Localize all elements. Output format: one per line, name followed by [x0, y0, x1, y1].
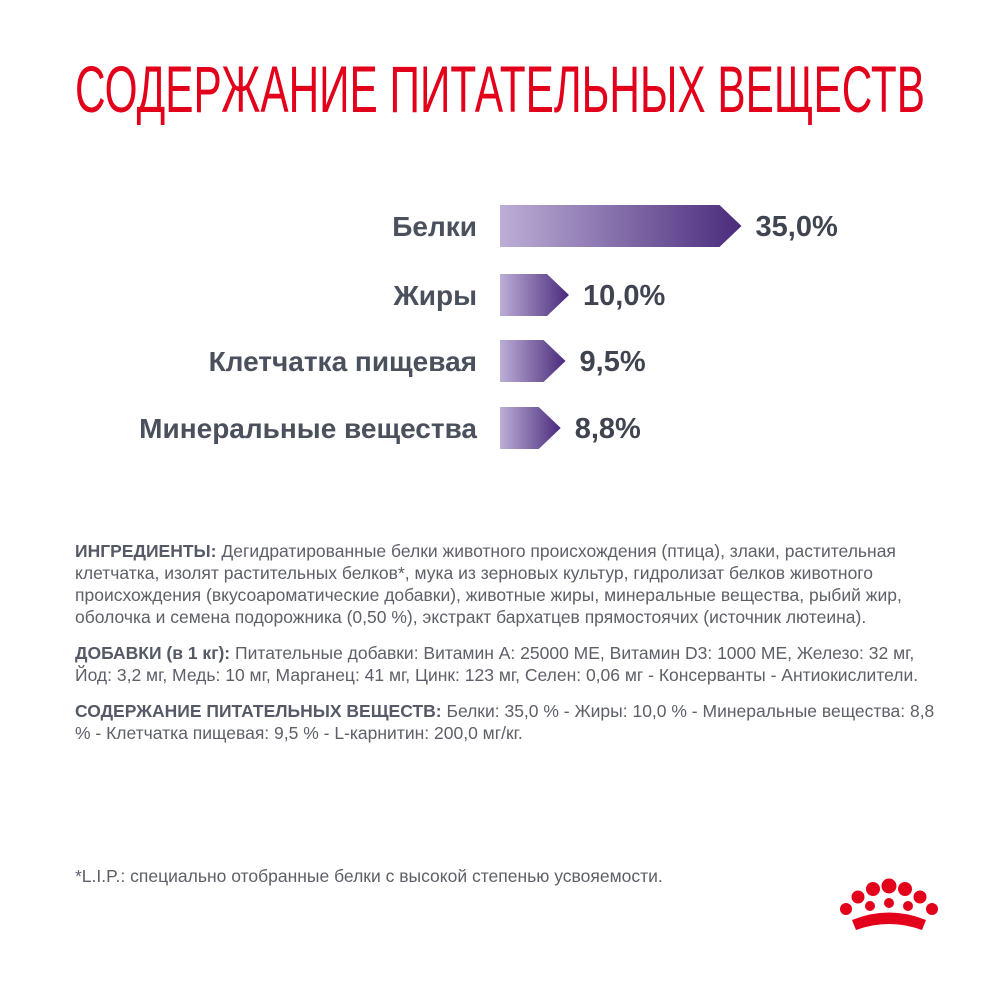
bar — [500, 274, 569, 316]
chart-title: СОДЕРЖАНИЕ ПИТАТЕЛЬНЫХ ВЕЩЕСТВ — [75, 52, 925, 126]
value-label: 10,0% — [583, 280, 665, 312]
value-label: 9,5% — [580, 346, 646, 378]
section-label: ИНГРЕДИЕНТЫ: — [75, 541, 217, 561]
section-text: Дегидратированные белки животного происх… — [75, 541, 902, 627]
section-text: Питательные добавки: Витамин А: 25000 МЕ… — [75, 643, 919, 685]
bar — [500, 205, 742, 247]
paragraph: ИНГРЕДИЕНТЫ: Дегидратированные белки жив… — [75, 540, 945, 628]
value-label: 35,0% — [756, 211, 838, 243]
section-label: ДОБАВКИ (в 1 кг): — [75, 643, 231, 663]
category-label: Минеральные вещества — [139, 413, 477, 444]
chart: СОДЕРЖАНИЕ ПИТАТЕЛЬНЫХ ВЕЩЕСТВ Белки 35,0… — [75, 52, 925, 449]
value-label: 8,8% — [575, 413, 641, 445]
composition: ИНГРЕДИЕНТЫ: Дегидратированные белки жив… — [75, 540, 945, 758]
section-label: СОДЕРЖАНИЕ ПИТАТЕЛЬНЫХ ВЕЩЕСТВ: — [75, 701, 442, 721]
bar — [500, 407, 561, 449]
section-text: Белки: 35,0 % - Жиры: 10,0 % - Минеральн… — [75, 701, 935, 743]
category-label: Клетчатка пищевая — [209, 346, 477, 377]
paragraph: СОДЕРЖАНИЕ ПИТАТЕЛЬНЫХ ВЕЩЕСТВ: Белки: 3… — [75, 700, 945, 744]
footnote: *L.I.P.: специально отобранные белки с в… — [75, 866, 663, 886]
bar — [500, 340, 566, 382]
category-label: Белки — [392, 211, 477, 242]
category-label: Жиры — [392, 280, 477, 311]
paragraph: ДОБАВКИ (в 1 кг): Питательные добавки: В… — [75, 642, 945, 686]
